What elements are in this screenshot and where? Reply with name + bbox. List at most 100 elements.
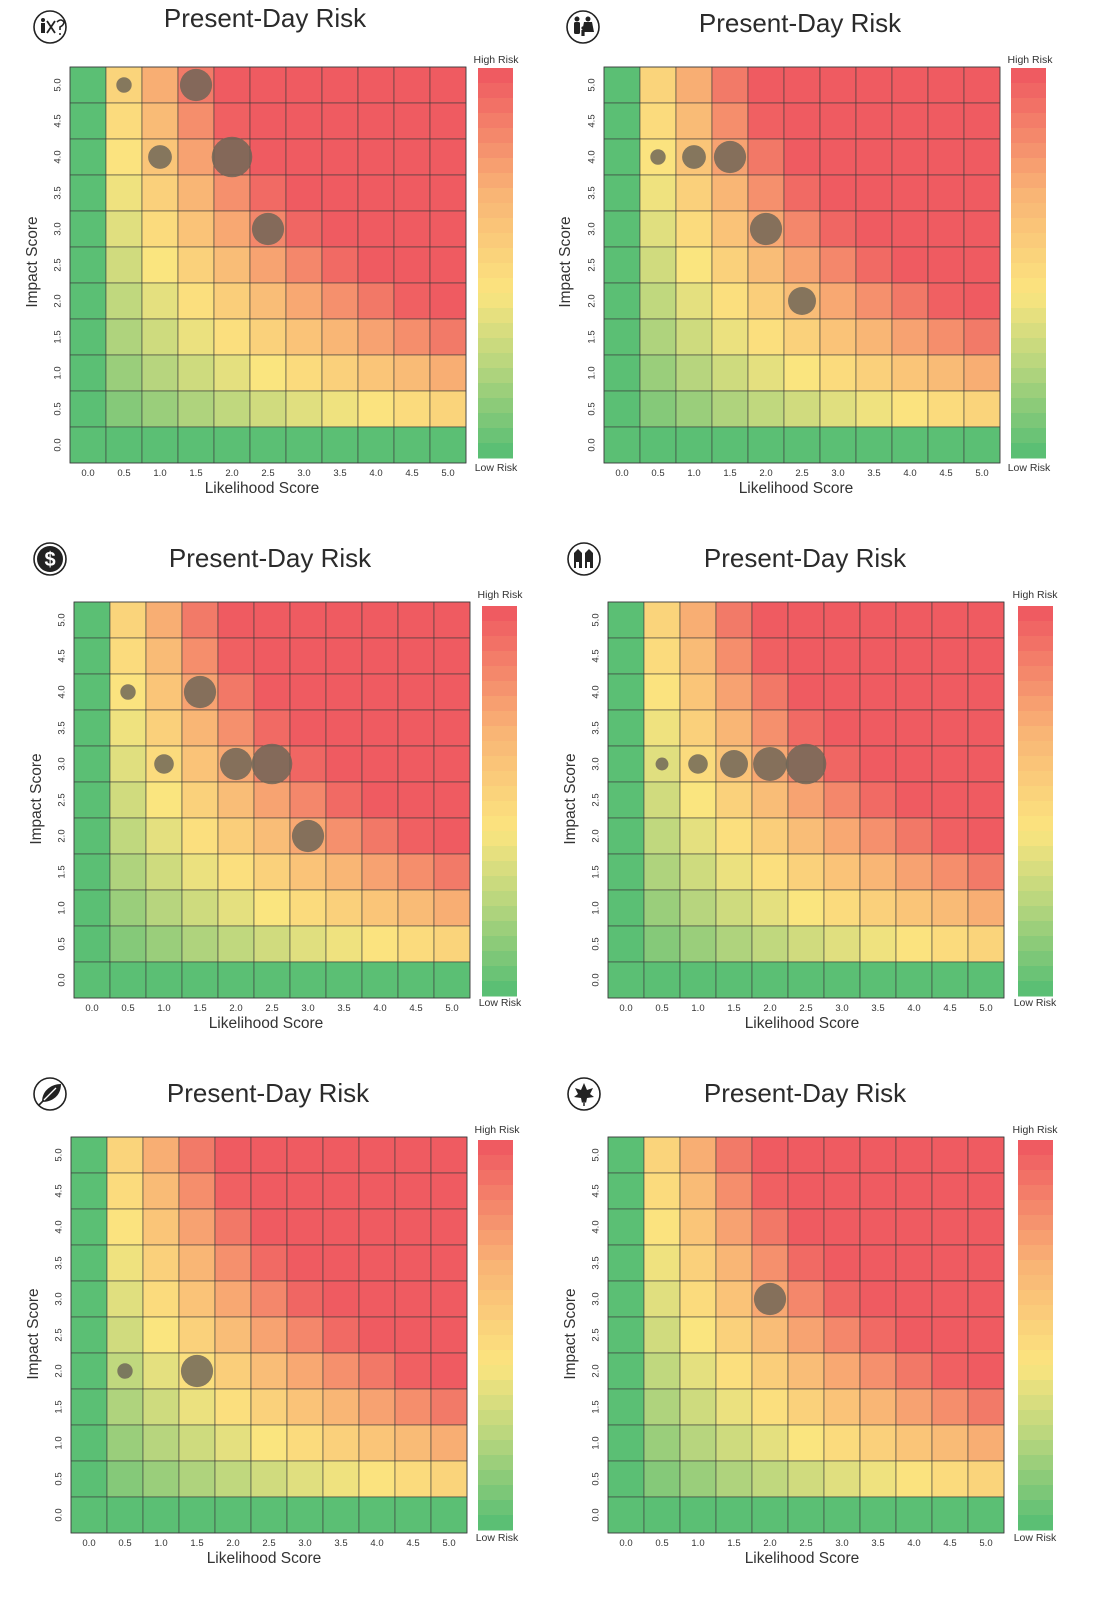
y-tick-label: 5.0: [591, 613, 602, 626]
x-tick-label: 1.0: [691, 1538, 704, 1549]
risk-bubble: [753, 1282, 787, 1316]
heatmap-cell: [855, 390, 893, 428]
heatmap-cell: [249, 138, 287, 176]
heatmap-cell: [787, 637, 825, 675]
heatmap-cell: [859, 1172, 897, 1210]
heatmap-cell: [967, 601, 1005, 639]
x-tick-label: 0.0: [615, 468, 628, 479]
grid-border: [603, 66, 1001, 464]
heatmap-cell: [607, 1136, 645, 1174]
heatmap-cell: [177, 354, 215, 392]
heatmap-cell: [931, 637, 969, 675]
y-tick-label: 3.5: [591, 721, 602, 734]
heatmap-cell: [250, 1388, 288, 1426]
colorbar-step: [1018, 801, 1053, 817]
heatmap-cell: [751, 925, 789, 963]
heatmap-cell: [285, 354, 323, 392]
heatmap-cell: [751, 709, 789, 747]
heatmap-cell: [895, 889, 933, 927]
heatmap-cell: [967, 1460, 1005, 1498]
heatmap-cell: [249, 66, 287, 104]
heatmap-cell: [931, 1136, 969, 1174]
heatmap-cell: [823, 709, 861, 747]
colorbar-step: [1011, 128, 1046, 144]
heatmap-cell: [787, 1172, 825, 1210]
heatmap-cell: [967, 889, 1005, 927]
heatmap-cell: [895, 673, 933, 711]
y-tick-label: 4.0: [587, 150, 598, 163]
heatmap-cell: [639, 282, 677, 320]
heatmap-cell: [253, 673, 291, 711]
heatmap-cell: [69, 282, 107, 320]
heatmap-cell: [931, 1388, 969, 1426]
x-tick-label: 1.5: [727, 1538, 740, 1549]
heatmap-cell: [358, 1460, 396, 1498]
x-tick-label: 3.5: [867, 468, 880, 479]
colorbar-step: [478, 1230, 513, 1246]
heatmap-grid: [70, 1136, 468, 1534]
y-tick-label: 1.0: [587, 366, 598, 379]
risk-bubble: [179, 68, 213, 102]
heatmap-cell: [787, 1280, 825, 1318]
heatmap-cell: [322, 1460, 360, 1498]
colorbar: High Risk Low Risk: [478, 589, 524, 1009]
y-tick-label: 1.0: [54, 1436, 65, 1449]
heatmap-cell: [214, 1316, 252, 1354]
heatmap-cell: [787, 1208, 825, 1246]
heatmap-cell: [643, 853, 681, 891]
heatmap-cell: [177, 318, 215, 356]
heatmap-cell: [397, 709, 435, 747]
chart-title: Present-Day Risk: [164, 3, 367, 33]
heatmap-cell: [607, 853, 645, 891]
colorbar-high-label: High Risk: [475, 1124, 521, 1136]
heatmap-cell: [823, 781, 861, 819]
heatmap-cell: [715, 709, 753, 747]
heatmap-cell: [393, 426, 431, 464]
heatmap-cell: [751, 1424, 789, 1462]
heatmap-cell: [639, 318, 677, 356]
heatmap-cell: [931, 889, 969, 927]
heatmap-cell: [249, 102, 287, 140]
heatmap-cell: [859, 709, 897, 747]
maple-leaf-icon: [567, 1077, 601, 1111]
heatmap-cell: [430, 1316, 468, 1354]
heatmap-cell: [286, 1352, 324, 1390]
heatmap-cell: [967, 961, 1005, 999]
heatmap-cell: [322, 1172, 360, 1210]
heatmap-cell: [358, 1424, 396, 1462]
heatmap-cell: [715, 1244, 753, 1282]
colorbar-step: [478, 128, 513, 144]
heatmap-cell: [823, 1388, 861, 1426]
x-tick-label: 2.5: [799, 1003, 812, 1014]
colorbar-step: [478, 218, 513, 234]
y-axis-label: Impact Score: [557, 216, 574, 307]
y-tick-label: 2.0: [54, 1364, 65, 1377]
heatmap-cell: [361, 925, 399, 963]
heatmap-grid: [69, 66, 467, 464]
x-tick-label: 3.5: [337, 1003, 350, 1014]
heatmap-cell: [394, 1496, 432, 1534]
heatmap-cell: [643, 637, 681, 675]
heatmap-cell: [393, 210, 431, 248]
heatmap-cell: [285, 66, 323, 104]
y-axis-label: Impact Score: [25, 1288, 42, 1379]
colorbar-step: [478, 1275, 513, 1291]
heatmap-cell: [715, 1496, 753, 1534]
heatmap-cell: [823, 853, 861, 891]
heatmap-cell: [394, 1388, 432, 1426]
heatmap-cell: [679, 961, 717, 999]
heatmap-cell: [895, 1496, 933, 1534]
heatmap-cell: [711, 246, 749, 284]
heatmap-cell: [321, 102, 359, 140]
heatmap-cell: [358, 1136, 396, 1174]
heatmap-cell: [73, 601, 111, 639]
heatmap-cell: [214, 1388, 252, 1426]
heatmap-cell: [397, 889, 435, 927]
heatmap-cell: [142, 1352, 180, 1390]
heatmap-cell: [643, 1208, 681, 1246]
heatmap-cell: [891, 426, 929, 464]
heatmap-cell: [429, 354, 467, 392]
heatmap-cell: [679, 781, 717, 819]
colorbar-step: [478, 1305, 513, 1321]
heatmap-cell: [823, 673, 861, 711]
